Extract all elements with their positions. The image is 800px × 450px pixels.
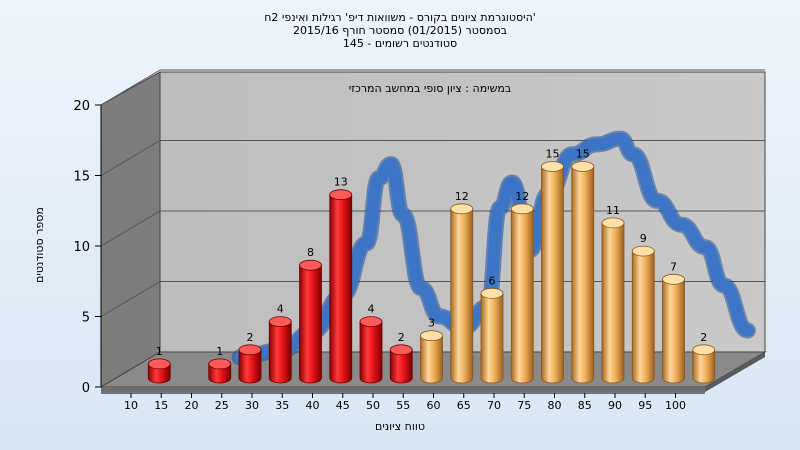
bar-cylinder: [299, 264, 322, 384]
bar-value-label: 15: [576, 148, 590, 161]
bar-cap: [359, 316, 383, 328]
y-tick-label: 15: [73, 170, 90, 185]
bar-cylinder: [329, 194, 353, 384]
x-tick-label: 55: [396, 399, 410, 412]
x-tick-label: 50: [366, 399, 380, 412]
x-tick-label: 100: [665, 399, 686, 412]
bar-cap: [389, 344, 413, 356]
bar-cylinder: [238, 349, 262, 384]
x-tick-label: 75: [517, 399, 531, 412]
x-tick-label: 10: [124, 399, 138, 412]
bar-cylinder: [147, 363, 171, 384]
bar-cap: [147, 358, 171, 370]
y-tick-label: 10: [73, 240, 90, 255]
bar-cylinder: [420, 335, 443, 384]
bar-cap: [631, 245, 655, 257]
x-tick-label: 45: [336, 399, 350, 412]
chart-side-wall: [100, 71, 161, 388]
bar-value-label: 11: [606, 204, 620, 217]
bar-value-label: 1: [156, 345, 163, 358]
bar-value-label: 12: [455, 190, 469, 203]
chart-title-line-2: בסמסטר (01/2015) סמסטר חורף 2015/16: [293, 24, 507, 37]
y-axis-label: מספר סטודנטים: [33, 207, 46, 283]
bar-cap: [510, 203, 534, 215]
bar-value-label: 2: [398, 331, 405, 344]
chart-annotation: במשימה : ציון סופי במחשב המרכזי: [349, 82, 512, 95]
bar-cap: [299, 259, 322, 271]
bar-value-label: 4: [368, 303, 375, 316]
trend-curve: [233, 132, 754, 364]
bar-cap: [662, 273, 685, 285]
x-tick-label: 35: [275, 399, 289, 412]
bar-value-label: 8: [307, 246, 314, 259]
bar-cylinder: [662, 278, 685, 384]
bar-value-label: 3: [428, 317, 435, 330]
x-tick-label: 70: [487, 399, 501, 412]
bar-cap: [480, 287, 504, 299]
bar-cylinder: [389, 349, 413, 384]
x-axis-label: טווח ציונים: [375, 420, 425, 433]
bar-cylinder: [541, 166, 564, 384]
bar-cylinder: [571, 166, 595, 384]
bar-cap: [420, 330, 443, 342]
bar-cap: [238, 344, 262, 356]
x-tick-label: 60: [427, 399, 441, 412]
gridline-side: [100, 69, 161, 106]
bar-value-label: 1: [216, 345, 223, 358]
bar-cap: [601, 217, 625, 229]
x-tick-label: 30: [245, 399, 259, 412]
bar-value-label: 4: [277, 303, 284, 316]
x-tick-label: 95: [638, 399, 652, 412]
chart-floor-right-edge: [705, 352, 765, 392]
bar-value-label: 2: [247, 331, 254, 344]
bar-cylinder: [450, 208, 474, 384]
bar-cylinder: [631, 250, 655, 384]
gridline-side: [100, 140, 161, 176]
x-tick-label: 80: [548, 399, 562, 412]
bar-cap: [692, 344, 716, 356]
bar-cylinder: [601, 222, 625, 384]
bar-cylinder: [268, 321, 292, 384]
bar-value-label: 12: [515, 190, 529, 203]
bar-cap: [541, 161, 564, 172]
chart-floor-front-edge: [101, 387, 705, 392]
x-tick-label: 15: [154, 399, 168, 412]
bar-cylinder: [359, 321, 383, 384]
x-tick-label: 90: [608, 399, 622, 412]
bar-cylinder: [510, 208, 534, 384]
y-tick-label: 0: [82, 381, 90, 396]
y-tick-label: 5: [82, 311, 90, 326]
gridline-side: [100, 281, 161, 317]
chart-title-line-3: 145 - סטודנטים רשומים: [342, 37, 458, 50]
x-tick-label: 85: [578, 399, 592, 412]
bar-cap: [450, 203, 474, 215]
x-tick-label: 20: [185, 399, 199, 412]
bar-value-label: 13: [334, 176, 348, 189]
bar-value-label: 7: [670, 260, 677, 273]
gridline-side: [100, 210, 161, 247]
x-tick-label: 40: [306, 399, 320, 412]
bar-value-label: 9: [640, 232, 647, 245]
bar-value-label: 15: [546, 148, 560, 161]
bar-cylinder: [480, 293, 504, 384]
y-tick-label: 20: [73, 99, 90, 114]
bar-value-label: 2: [700, 331, 707, 344]
bar-cap: [329, 189, 353, 201]
chart-title-line-1: היסטוגרמת ציונים בקורס - משוואות דיפ' רג…: [264, 11, 536, 24]
bar-cap: [268, 316, 292, 328]
bar-cap: [208, 358, 232, 370]
bar-cylinder: [208, 363, 232, 384]
bar-value-label: 6: [489, 274, 496, 287]
bar-cap: [571, 161, 595, 172]
x-tick-label: 25: [215, 399, 229, 412]
bar-cylinder: [692, 349, 716, 384]
x-tick-label: 65: [457, 399, 471, 412]
